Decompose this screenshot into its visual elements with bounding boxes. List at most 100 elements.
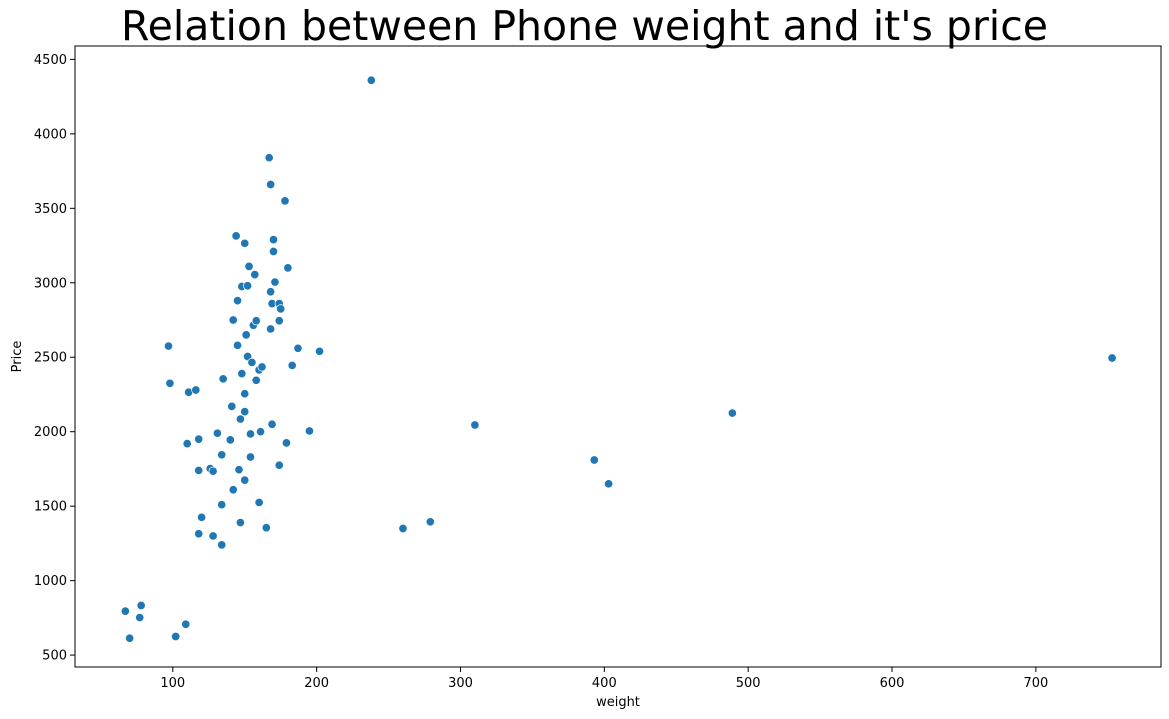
scatter-point (232, 296, 243, 306)
scatter-point (244, 261, 254, 271)
scatter-point (212, 428, 222, 438)
scatter-point (304, 426, 315, 436)
x-tick-label: 600 (880, 676, 905, 691)
scatter-point (283, 263, 293, 273)
scatter-point (163, 341, 174, 351)
y-tick-label: 2000 (34, 425, 67, 440)
scatter-point (240, 407, 250, 417)
scatter-point (240, 389, 250, 399)
y-tick-label: 500 (42, 649, 67, 664)
scatter-point (197, 512, 207, 522)
scatter-point (256, 427, 266, 437)
scatter-point (264, 153, 274, 163)
scatter-point (235, 517, 245, 528)
x-tick-label: 200 (304, 676, 329, 691)
scatter-point (276, 304, 286, 314)
scatter-point (231, 231, 241, 241)
scatter-point (280, 196, 290, 206)
data-points (120, 75, 1117, 643)
scatter-point (218, 374, 228, 384)
scatter-point (191, 385, 201, 395)
scatter-point (243, 281, 253, 291)
scatter-point (232, 340, 243, 350)
scatter-point (181, 619, 191, 629)
scatter-point (266, 324, 276, 334)
scatter-point (589, 455, 599, 465)
x-tick-label: 400 (592, 676, 617, 691)
scatter-point (274, 460, 284, 470)
scatter-point (268, 235, 279, 245)
scatter-point (136, 600, 146, 611)
scatter-point (135, 613, 145, 623)
scatter-point (250, 270, 260, 280)
scatter-point (247, 357, 257, 368)
scatter-point (254, 497, 264, 507)
scatter-point (267, 419, 277, 429)
y-tick-label: 2500 (34, 351, 67, 366)
scatter-point (171, 631, 181, 642)
scatter-point (281, 438, 291, 448)
chart-title: Relation between Phone weight and it's p… (121, 2, 1048, 50)
scatter-point (314, 346, 325, 356)
scatter-point (228, 315, 238, 325)
scatter-point (217, 500, 227, 510)
scatter-point (270, 277, 280, 287)
scatter-point (125, 633, 135, 643)
scatter-point (245, 452, 256, 462)
y-tick-label: 1000 (34, 574, 67, 589)
x-tick-label: 300 (448, 676, 473, 691)
scatter-point (120, 606, 130, 616)
scatter-point (208, 531, 218, 541)
x-tick-label: 500 (736, 676, 761, 691)
scatter-point (225, 435, 235, 445)
x-axis-ticks: 100 200 300 400 500 600 700 (160, 667, 1048, 691)
scatter-point (366, 75, 376, 85)
y-tick-label: 1500 (34, 500, 67, 515)
x-tick-label: 100 (160, 676, 185, 691)
scatter-point (208, 466, 218, 476)
scatter-point (727, 408, 737, 418)
scatter-point (287, 360, 297, 370)
y-tick-label: 3500 (34, 202, 67, 217)
scatter-point (266, 179, 276, 190)
scatter-point (268, 246, 279, 257)
scatter-point (237, 369, 247, 379)
scatter-point (251, 316, 261, 326)
scatter-point (398, 523, 408, 534)
scatter-point (194, 529, 204, 539)
scatter-point (604, 479, 614, 489)
scatter-point (240, 475, 250, 485)
y-tick-label: 3000 (34, 276, 67, 291)
y-axis-label: Price (10, 341, 25, 373)
scatter-point (217, 540, 227, 550)
scatter-point (293, 343, 303, 353)
scatter-point (194, 465, 204, 475)
scatter-point (228, 485, 238, 495)
scatter-point (165, 378, 175, 388)
axes-frame (74, 45, 1162, 668)
x-tick-label: 700 (1023, 676, 1048, 691)
plot-area-frame (74, 45, 1162, 668)
scatter-point (257, 362, 267, 372)
scatter-point (194, 434, 204, 444)
scatter-point (227, 401, 237, 411)
scatter-point (425, 517, 435, 527)
y-tick-label: 4500 (34, 53, 67, 68)
scatter-point (240, 238, 250, 248)
scatter-point (235, 414, 245, 424)
scatter-point (470, 420, 480, 430)
scatter-point (266, 287, 276, 297)
scatter-point (261, 523, 271, 533)
scatter-point (217, 450, 227, 460)
scatter-point (182, 439, 192, 449)
y-axis-ticks: 500 1000 1500 2000 2500 3000 3500 4000 4500 (34, 53, 75, 664)
y-tick-label: 4000 (34, 127, 67, 142)
scatter-point (234, 465, 244, 475)
scatter-point (251, 375, 261, 385)
scatter-point (241, 330, 251, 340)
scatter-point (274, 316, 284, 326)
scatter-point (1107, 353, 1117, 363)
x-axis-label: weight (596, 695, 640, 710)
scatter-point (245, 429, 256, 439)
